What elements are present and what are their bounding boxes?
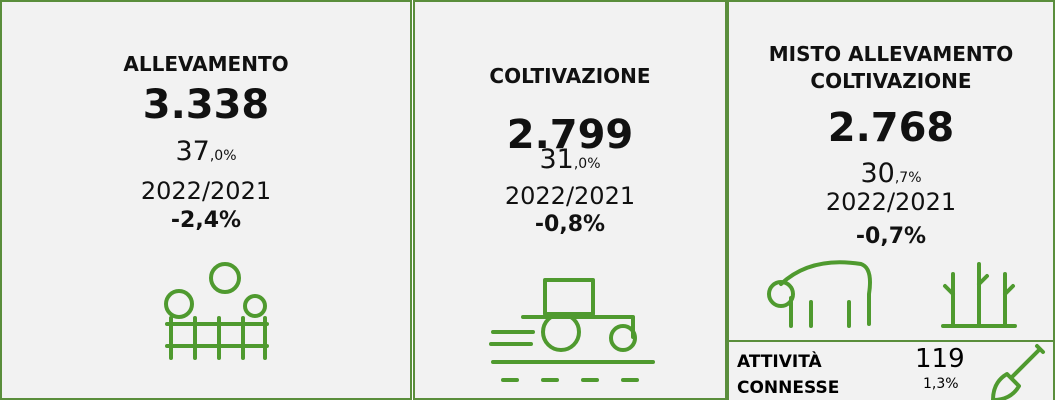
share-int: 31 xyxy=(539,144,574,175)
panel-period: 2022/2021 xyxy=(825,188,957,216)
sub-panel: ATTIVITÀ CONNESSE 119 1,3% xyxy=(727,340,1055,400)
panel: MISTO ALLEVAMENTO COLTIVAZIONE 2.768 30,… xyxy=(727,0,1055,342)
sub-share: 1,3% xyxy=(923,376,959,392)
panel-title: ALLEVAMENTO xyxy=(123,52,289,76)
plant-icon xyxy=(941,262,1017,328)
share-dec: ,7% xyxy=(894,170,922,186)
share-dec: ,0% xyxy=(573,156,601,172)
tractor-icon xyxy=(489,278,655,382)
panel-title: COLTIVAZIONE xyxy=(489,64,651,88)
panel-share: 37,0% xyxy=(2,136,410,167)
share-int: 37 xyxy=(175,136,210,167)
cow-icon xyxy=(767,260,872,328)
panel-period: 2022/2021 xyxy=(504,182,636,210)
panel-title: COLTIVAZIONE xyxy=(810,69,972,93)
panel-count: 2.768 xyxy=(827,105,955,151)
sub-count: 119 xyxy=(915,344,965,374)
panel: COLTIVAZIONE 2.799 31,0% 2022/2021 -0,8% xyxy=(413,0,727,400)
panel-share: 31,0% xyxy=(415,144,725,175)
panel-share: 30,7% xyxy=(729,158,1053,189)
sub-title: CONNESSE xyxy=(737,378,840,398)
panel-count: 2.799 xyxy=(506,112,634,158)
panel-change: -2,4% xyxy=(170,208,242,233)
shovel-icon xyxy=(991,344,1045,400)
panel-count: 3.338 xyxy=(142,82,270,128)
sub-title: ATTIVITÀ xyxy=(737,352,822,372)
panel-period: 2022/2021 xyxy=(140,177,272,205)
share-int: 30 xyxy=(860,158,895,189)
livestock-icon xyxy=(164,262,269,360)
panel-title: MISTO ALLEVAMENTO xyxy=(768,42,1014,66)
panel: ALLEVAMENTO 3.338 37,0% 2022/2021 -2,4% xyxy=(0,0,412,400)
panel-change: -0,8% xyxy=(534,212,606,237)
panel-change: -0,7% xyxy=(855,224,927,249)
share-dec: ,0% xyxy=(209,148,237,164)
